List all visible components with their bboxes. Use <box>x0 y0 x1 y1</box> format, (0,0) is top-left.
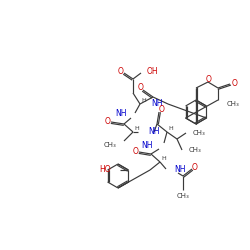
Text: O: O <box>206 76 212 84</box>
Text: NH: NH <box>148 128 160 136</box>
Text: CH₃: CH₃ <box>189 147 202 153</box>
Text: NH: NH <box>152 100 163 108</box>
Text: H: H <box>142 98 146 103</box>
Text: O: O <box>159 106 165 114</box>
Text: NH: NH <box>116 108 127 118</box>
Text: O: O <box>118 66 124 76</box>
Text: O: O <box>232 80 238 88</box>
Text: O: O <box>138 84 144 92</box>
Text: H: H <box>134 126 140 132</box>
Text: CH₃: CH₃ <box>227 101 240 107</box>
Text: CH₃: CH₃ <box>193 130 206 136</box>
Text: H: H <box>168 126 173 132</box>
Text: H: H <box>162 156 166 162</box>
Text: O: O <box>105 118 111 126</box>
Text: O: O <box>192 162 198 172</box>
Text: O: O <box>133 148 139 156</box>
Text: CH₃: CH₃ <box>103 142 116 148</box>
Text: HO: HO <box>99 166 110 174</box>
Text: NH: NH <box>174 166 186 174</box>
Text: NH: NH <box>142 140 153 149</box>
Text: OH: OH <box>147 66 159 76</box>
Text: CH₃: CH₃ <box>176 193 190 199</box>
